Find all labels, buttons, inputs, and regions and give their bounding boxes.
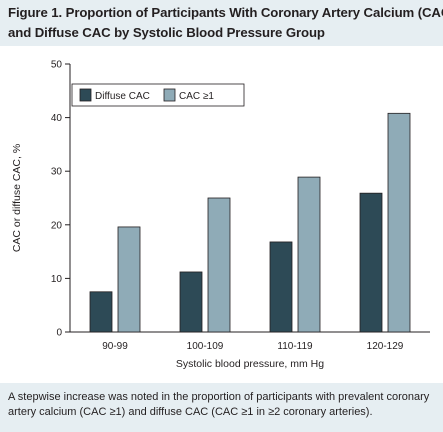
legend-swatch-cac-ge1 [163,88,176,102]
legend: Diffuse CAC CAC ≥1 [71,83,245,107]
bar-diffuse-cac [269,241,293,333]
y-tick-label: 20 [51,220,63,231]
x-tick-label: 90-99 [102,341,128,352]
figure-caption: A stepwise increase was noted in the pro… [0,383,443,432]
y-tick-label: 0 [56,328,62,339]
bars [89,112,411,333]
figure-title-line-2: and Diffuse CAC by Systolic Blood Pressu… [8,25,325,40]
y-tick-label: 10 [51,274,63,285]
y-axis: 0 10 20 30 40 50 [51,60,71,339]
x-axis: 90-99 100-109 110-119 120-129 [70,331,430,352]
legend-swatch-diffuse-cac [79,88,92,102]
y-tick-label: 30 [51,167,63,178]
y-tick-label: 40 [51,113,63,124]
bar-cac-ge1 [207,197,231,333]
legend-label-cac-ge1: CAC ≥1 [179,91,214,102]
x-tick-label: 110-119 [277,341,313,352]
legend-box [71,83,245,107]
x-tick-label: 100-109 [187,341,224,352]
y-axis-title: CAC or diffuse CAC, % [11,144,23,252]
bar-diffuse-cac [179,271,203,333]
bar-diffuse-cac [89,291,113,333]
bar-cac-ge1 [297,176,321,333]
legend-label-diffuse-cac: Diffuse CAC [95,91,150,102]
bar-chart: 0 10 20 30 40 50 90-99 100-109 110-119 120-129 C… [11,60,430,370]
bar-cac-ge1 [387,112,411,333]
bar-diffuse-cac [359,192,383,333]
figure-title-line-1: Figure 1. Proportion of Participants Wit… [8,5,443,20]
x-tick-label: 120-129 [367,341,404,352]
bar-cac-ge1 [117,226,141,333]
y-tick-label: 50 [51,60,63,71]
figure-title: Figure 1. Proportion of Participants Wit… [0,0,443,46]
x-axis-title: Systolic blood pressure, mm Hg [176,358,324,370]
chart-area: 0 10 20 30 40 50 90-99 100-109 110-119 120-129 C… [0,46,443,376]
